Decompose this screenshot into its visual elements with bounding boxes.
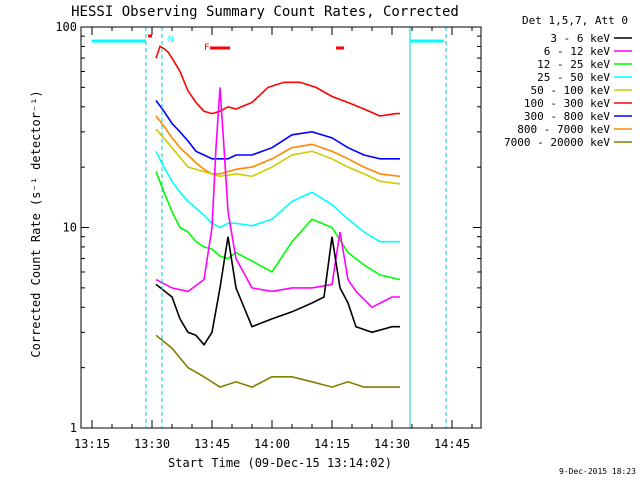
legend-label-2: 12 - 25 keV — [537, 58, 610, 71]
legend-label-6: 300 - 800 keV — [524, 110, 610, 123]
legend-label-7: 800 - 7000 keV — [517, 123, 610, 136]
x-tick-label-5: 14:30 — [374, 437, 410, 451]
plot-frame — [80, 26, 482, 429]
x-tick-label-1: 13:30 — [134, 437, 170, 451]
series-line-2 — [155, 171, 401, 281]
x-tick-label-0: 13:15 — [74, 437, 110, 451]
legend-label-5: 100 - 300 keV — [524, 97, 610, 110]
legend-header: Det 1,5,7, Att 0 — [522, 14, 628, 27]
legend-label-4: 50 - 100 keV — [531, 84, 611, 97]
y-tick-label-0: 1 — [70, 421, 77, 435]
x-tick-label-2: 13:45 — [194, 437, 230, 451]
y-tick-label-2: 100 — [55, 20, 77, 34]
data-layer — [155, 45, 401, 388]
series-line-6 — [155, 100, 400, 160]
legend-label-0: 3 - 6 keV — [550, 32, 610, 45]
series-line-4 — [155, 128, 401, 185]
x-tick-label-3: 14:00 — [254, 437, 290, 451]
x-tick-label-6: 14:45 — [434, 437, 470, 451]
series-line-1 — [155, 87, 400, 309]
series-line-7 — [155, 115, 401, 178]
flare-marker-label: F — [204, 43, 209, 53]
x-tick-label-4: 14:15 — [314, 437, 350, 451]
chart-title: HESSI Observing Summary Count Rates, Cor… — [71, 4, 459, 20]
series-line-3 — [155, 150, 400, 243]
legend-label-1: 6 - 12 keV — [544, 45, 611, 58]
y-tick-label-1: 10 — [63, 221, 77, 235]
frame-layer: N F 13:15 13:30 13:45 14:00 14:15 14:30 14:45 1 10… — [55, 20, 482, 451]
y-axis-label: Corrected Count Rate (s⁻¹ detector⁻¹) — [29, 90, 43, 357]
series-line-8 — [155, 334, 400, 388]
series-line-5 — [155, 45, 400, 117]
legend-label-3: 25 - 50 keV — [537, 71, 610, 84]
legend-label-8: 7000 - 20000 keV — [504, 136, 610, 149]
x-axis-label: Start Time (09-Dec-15 13:14:02) — [168, 456, 392, 470]
series-line-0 — [155, 236, 400, 347]
marker-label-0: N — [168, 35, 173, 45]
timestamp: 9-Dec-2015 18:23 — [559, 467, 636, 476]
